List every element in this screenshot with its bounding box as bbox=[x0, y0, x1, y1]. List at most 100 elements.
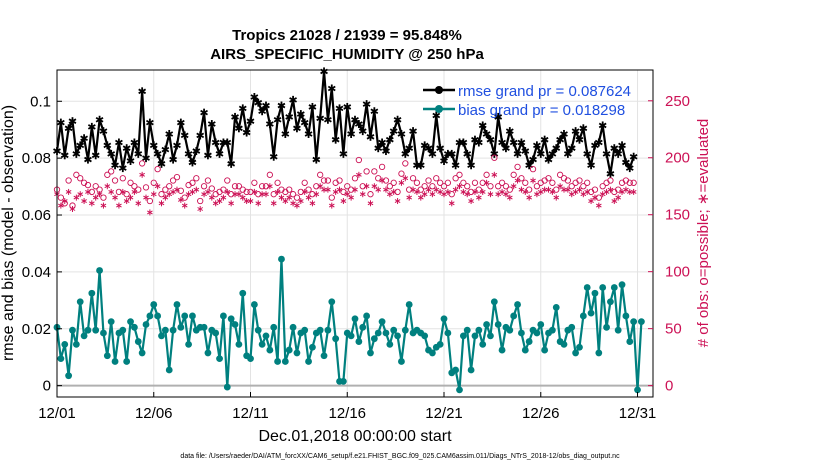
asterisk-stroke bbox=[211, 139, 220, 146]
rmse-point bbox=[184, 149, 193, 158]
possible-point bbox=[375, 175, 382, 182]
asterisk-stroke bbox=[99, 128, 108, 134]
rmse-point bbox=[238, 104, 247, 113]
x-tick-label: 12/26 bbox=[522, 405, 560, 422]
possible-point bbox=[309, 191, 316, 198]
possible-point bbox=[390, 179, 397, 186]
evaluated-point bbox=[228, 200, 235, 207]
rmse-point bbox=[87, 122, 96, 131]
asterisk-stroke bbox=[88, 201, 95, 206]
asterisk-stroke bbox=[126, 158, 135, 164]
bias-point bbox=[595, 349, 603, 357]
asterisk-stroke bbox=[56, 119, 65, 126]
rmse-point bbox=[130, 138, 139, 147]
asterisk-stroke bbox=[251, 189, 258, 194]
series-possible bbox=[53, 154, 637, 209]
bias-point bbox=[560, 340, 568, 348]
rmse-point bbox=[451, 161, 460, 170]
right-tick-label: 100 bbox=[665, 264, 690, 281]
asterisk-stroke bbox=[625, 165, 634, 171]
evaluated-point bbox=[448, 200, 455, 207]
possible-point bbox=[297, 188, 304, 196]
bias-point bbox=[637, 318, 645, 326]
rmse-point bbox=[540, 135, 549, 144]
asterisk-stroke bbox=[339, 151, 348, 157]
asterisk-stroke bbox=[366, 134, 375, 140]
evaluated-point bbox=[483, 179, 490, 186]
asterisk-stroke bbox=[185, 192, 192, 197]
rmse-point bbox=[107, 149, 116, 158]
asterisk-stroke bbox=[445, 189, 451, 194]
asterisk-stroke bbox=[463, 151, 472, 157]
evaluated-point bbox=[197, 206, 204, 213]
asterisk-stroke bbox=[81, 199, 87, 203]
bias-point bbox=[390, 326, 398, 334]
rmse-point bbox=[610, 144, 619, 153]
bias-point bbox=[456, 386, 463, 394]
possible-point bbox=[231, 183, 239, 190]
rmse-point bbox=[385, 135, 394, 144]
bias-point bbox=[123, 358, 131, 365]
bias-point bbox=[498, 346, 506, 354]
bias-point bbox=[440, 315, 448, 323]
evaluated-point bbox=[127, 194, 134, 201]
bias-point bbox=[541, 346, 549, 354]
rmse-point bbox=[544, 155, 553, 164]
rmse-point bbox=[571, 127, 580, 136]
asterisk-stroke bbox=[208, 195, 215, 200]
bias-point bbox=[285, 346, 293, 354]
rmse-point bbox=[594, 138, 603, 147]
bias-point bbox=[614, 326, 622, 334]
asterisk-stroke bbox=[100, 203, 107, 208]
rmse-point bbox=[289, 95, 297, 104]
bias-point bbox=[359, 323, 367, 331]
bias-point bbox=[309, 343, 316, 351]
asterisk-stroke bbox=[242, 129, 251, 136]
asterisk-stroke bbox=[414, 189, 420, 194]
asterisk-stroke bbox=[467, 162, 476, 169]
asterisk-stroke bbox=[107, 151, 116, 157]
asterisk-stroke bbox=[246, 118, 255, 124]
possible-point bbox=[200, 183, 208, 190]
bias-point bbox=[223, 383, 231, 391]
evaluated-point bbox=[69, 206, 76, 213]
possible-point bbox=[448, 191, 455, 198]
possible-point bbox=[77, 175, 84, 182]
rmse-point bbox=[80, 134, 89, 143]
asterisk-stroke bbox=[354, 121, 363, 127]
evaluated-point bbox=[379, 177, 385, 184]
rmse-point bbox=[567, 144, 576, 153]
asterisk-stroke bbox=[131, 189, 138, 194]
evaluated-point bbox=[73, 194, 80, 201]
x-axis-label: Dec.01,2018 00:00:00 start bbox=[258, 428, 452, 445]
asterisk-stroke bbox=[201, 192, 207, 197]
asterisk-stroke bbox=[215, 151, 224, 157]
possible-point bbox=[522, 179, 529, 186]
bias-point bbox=[382, 329, 390, 337]
possible-point bbox=[452, 175, 459, 182]
asterisk-stroke bbox=[344, 192, 351, 197]
evaluated-point bbox=[317, 183, 324, 190]
asterisk-stroke bbox=[549, 189, 556, 194]
asterisk-stroke bbox=[143, 195, 149, 200]
possible-point bbox=[208, 185, 215, 192]
asterisk-stroke bbox=[579, 125, 588, 132]
asterisk-stroke bbox=[521, 148, 530, 154]
asterisk-stroke bbox=[483, 180, 490, 185]
asterisk-stroke bbox=[486, 136, 495, 143]
evaluated-point bbox=[414, 188, 420, 195]
asterisk-stroke bbox=[263, 192, 269, 197]
x-tick-label: 12/21 bbox=[425, 405, 463, 422]
evaluated-point bbox=[135, 200, 142, 207]
evaluated-point bbox=[81, 198, 87, 205]
possible-point bbox=[351, 175, 359, 182]
possible-point bbox=[487, 183, 494, 190]
asterisk-stroke bbox=[536, 151, 545, 157]
asterisk-stroke bbox=[495, 192, 502, 197]
bias-point bbox=[328, 298, 336, 306]
rmse-point bbox=[354, 120, 363, 129]
possible-point bbox=[556, 171, 564, 178]
asterisk-stroke bbox=[308, 104, 317, 110]
evaluated-point bbox=[452, 186, 459, 193]
bias-point bbox=[305, 358, 312, 365]
